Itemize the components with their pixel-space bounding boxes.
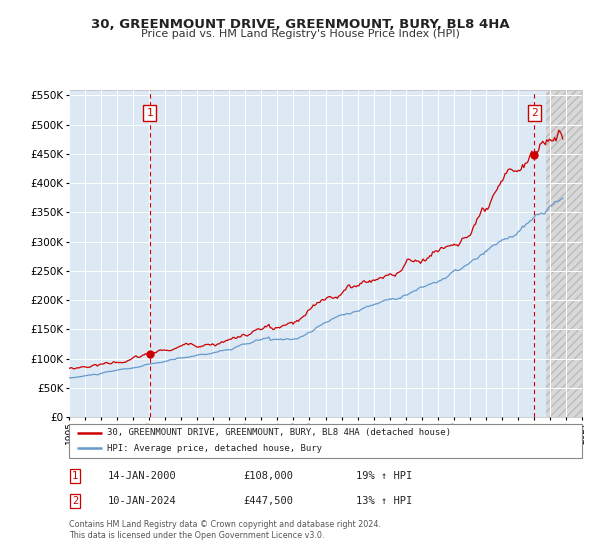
Text: 13% ↑ HPI: 13% ↑ HPI (356, 496, 413, 506)
Text: Price paid vs. HM Land Registry's House Price Index (HPI): Price paid vs. HM Land Registry's House … (140, 29, 460, 39)
Bar (546, 90, 582, 417)
Text: £108,000: £108,000 (244, 471, 293, 481)
Text: Contains HM Land Registry data © Crown copyright and database right 2024.
This d: Contains HM Land Registry data © Crown c… (69, 520, 381, 540)
Text: 1: 1 (72, 471, 78, 481)
FancyBboxPatch shape (69, 424, 582, 458)
Text: 30, GREENMOUNT DRIVE, GREENMOUNT, BURY, BL8 4HA (detached house): 30, GREENMOUNT DRIVE, GREENMOUNT, BURY, … (107, 428, 451, 437)
Text: 2: 2 (72, 496, 78, 506)
Text: 10-JAN-2024: 10-JAN-2024 (107, 496, 176, 506)
Text: £447,500: £447,500 (244, 496, 293, 506)
Text: 19% ↑ HPI: 19% ↑ HPI (356, 471, 413, 481)
Text: 1: 1 (146, 108, 153, 118)
Text: 14-JAN-2000: 14-JAN-2000 (107, 471, 176, 481)
Text: 2: 2 (531, 108, 538, 118)
Text: 30, GREENMOUNT DRIVE, GREENMOUNT, BURY, BL8 4HA: 30, GREENMOUNT DRIVE, GREENMOUNT, BURY, … (91, 18, 509, 31)
Bar (546, 90, 582, 417)
Text: HPI: Average price, detached house, Bury: HPI: Average price, detached house, Bury (107, 444, 322, 453)
